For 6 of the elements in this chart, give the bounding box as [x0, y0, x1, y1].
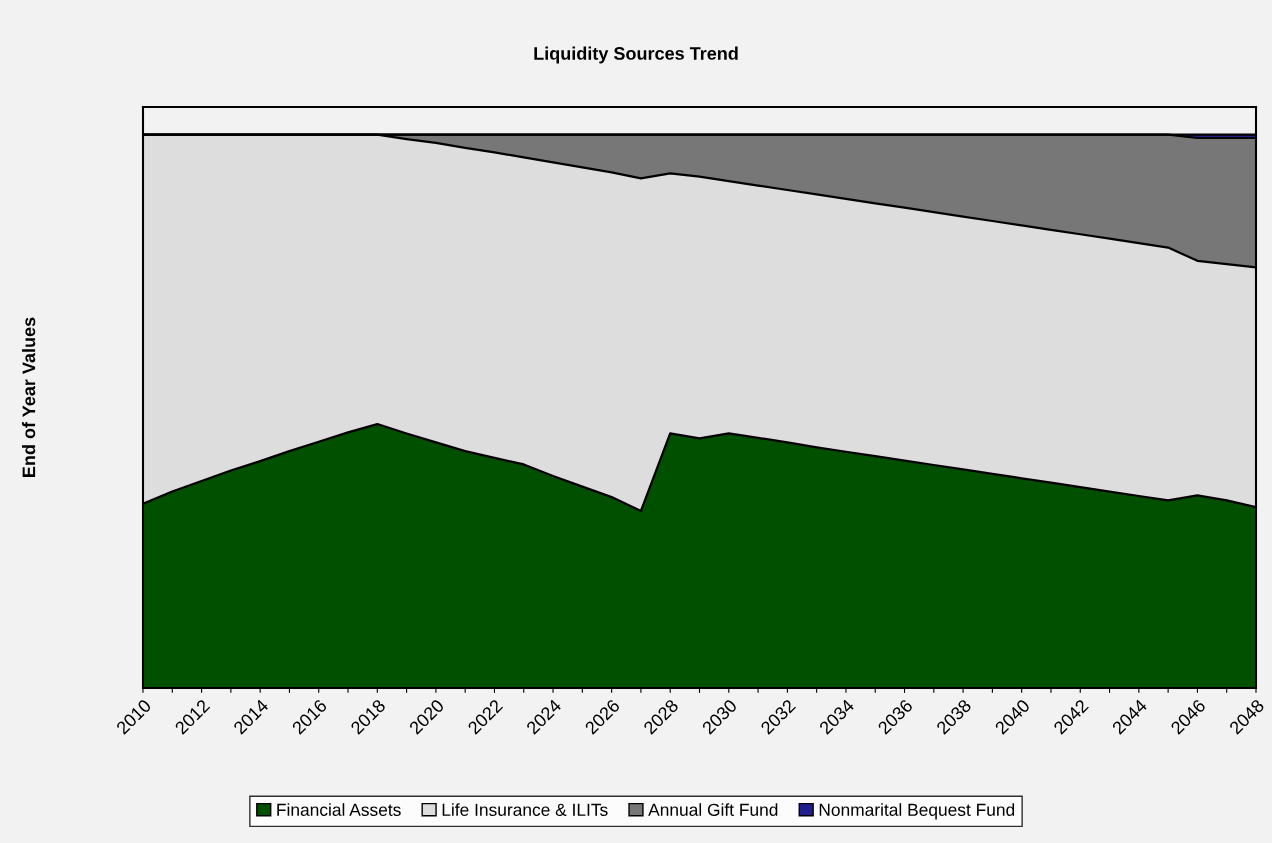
legend-label: Nonmarital Bequest Fund — [819, 803, 1015, 820]
chart-title: Liquidity Sources Trend — [534, 46, 738, 64]
y-axis-title: End of Year Values — [22, 317, 36, 477]
legend-label: Financial Assets — [277, 803, 401, 816]
legend-label: Life Insurance & ILITs — [442, 803, 608, 816]
legend-label: Annual Gift Fund — [648, 803, 778, 816]
